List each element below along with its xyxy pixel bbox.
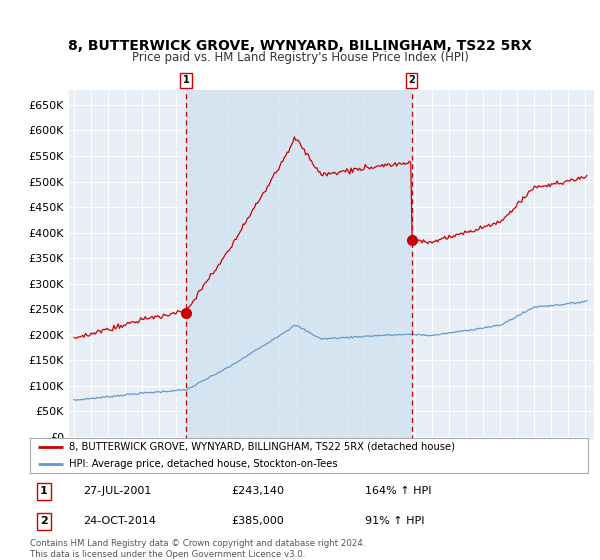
Text: Price paid vs. HM Land Registry's House Price Index (HPI): Price paid vs. HM Land Registry's House … [131,52,469,64]
Bar [186,90,412,440]
Text: £243,140: £243,140 [231,486,284,496]
Text: 1: 1 [183,76,190,86]
Text: 24-OCT-2014: 24-OCT-2014 [83,516,156,526]
Text: 164% ↑ HPI: 164% ↑ HPI [365,486,431,496]
Text: 27-JUL-2001: 27-JUL-2001 [83,486,151,496]
Text: 2: 2 [408,76,415,86]
Text: HPI: Average price, detached house, Stockton-on-Tees: HPI: Average price, detached house, Stoc… [69,459,338,469]
Text: 8, BUTTERWICK GROVE, WYNYARD, BILLINGHAM, TS22 5RX: 8, BUTTERWICK GROVE, WYNYARD, BILLINGHAM… [68,39,532,53]
Text: £385,000: £385,000 [231,516,284,526]
Text: Contains HM Land Registry data © Crown copyright and database right 2024.
This d: Contains HM Land Registry data © Crown c… [30,539,365,559]
Text: 91% ↑ HPI: 91% ↑ HPI [365,516,424,526]
Text: 2: 2 [40,516,48,526]
Text: 8, BUTTERWICK GROVE, WYNYARD, BILLINGHAM, TS22 5RX (detached house): 8, BUTTERWICK GROVE, WYNYARD, BILLINGHAM… [69,442,455,452]
Text: 1: 1 [40,486,48,496]
